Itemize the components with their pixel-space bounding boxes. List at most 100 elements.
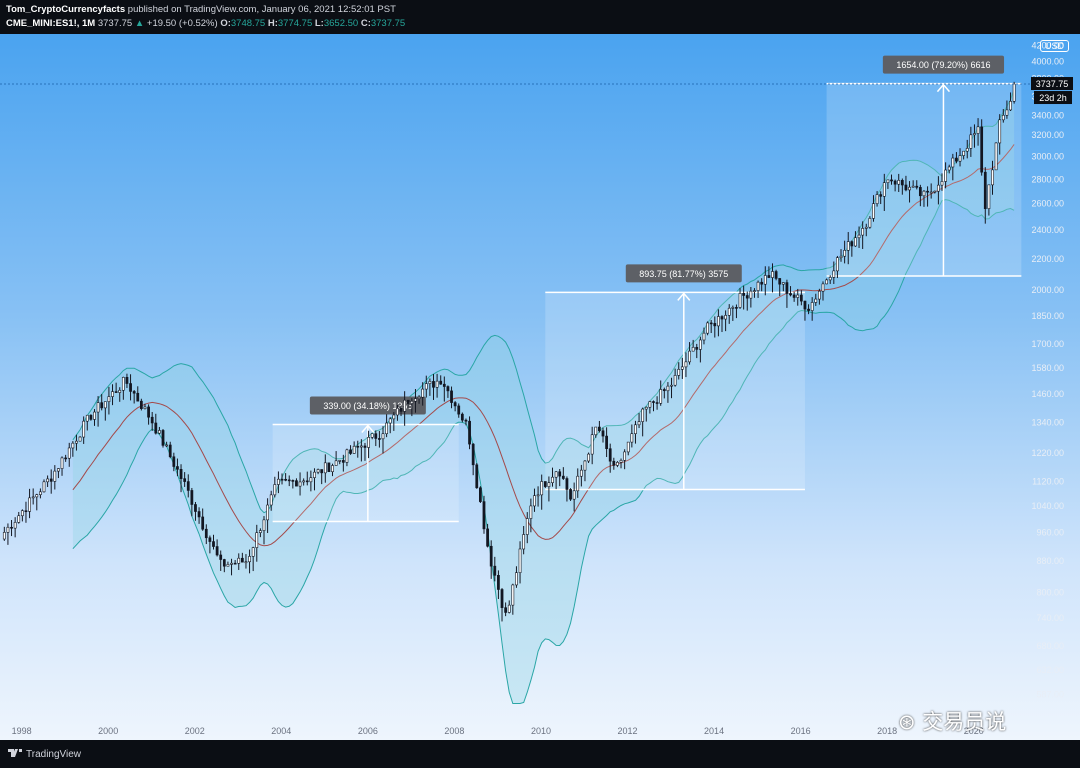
- candle-body: [843, 250, 847, 257]
- candle-body: [846, 241, 850, 251]
- candle-body: [323, 462, 327, 474]
- last-price-label: 3737.75: [1036, 79, 1069, 89]
- candle-body: [554, 471, 558, 478]
- candle-body: [879, 194, 883, 197]
- author-name[interactable]: Tom_CryptoCurrencyfacts: [6, 4, 126, 15]
- candle-body: [406, 399, 410, 404]
- high-value: 3774.75: [277, 18, 313, 29]
- candle-body: [82, 420, 86, 438]
- candle-body: [918, 187, 922, 197]
- candle-body: [39, 491, 42, 495]
- candle-body: [143, 406, 147, 409]
- candle-body: [799, 294, 803, 302]
- candle-body: [619, 459, 623, 463]
- measure-label: 1654.00 (79.20%) 6616: [896, 60, 990, 70]
- candle-body: [370, 433, 374, 438]
- candle-body: [150, 416, 154, 424]
- candle-body: [464, 419, 468, 422]
- candle-body: [594, 426, 598, 436]
- axes: 587.00 632.00 680.00 740.00 800.00 880.00 960.…: [0, 41, 1073, 736]
- candle-body: [525, 518, 529, 535]
- candle-body: [453, 402, 457, 407]
- measure-box: [545, 292, 805, 490]
- y-tick-label: 3000.00: [1031, 152, 1064, 162]
- candle-body: [893, 180, 897, 185]
- close-label: C:: [360, 18, 371, 29]
- candle-body: [446, 386, 450, 392]
- candle-body: [176, 466, 179, 470]
- measure-label-box: [882, 55, 1005, 74]
- last-price: 3737.75: [97, 18, 133, 29]
- y-tick-label: 2200.00: [1031, 254, 1064, 264]
- currency-label[interactable]: USD: [1040, 40, 1070, 52]
- y-tick-label: 2400.00: [1031, 225, 1064, 235]
- candle-body: [576, 475, 580, 492]
- price-chart[interactable]: 339.00 (34.18%) 1356 893.75 (81.77%) 3575…: [0, 34, 1080, 740]
- candle-body: [118, 389, 122, 393]
- candle-body: [612, 460, 616, 466]
- candle-body: [410, 400, 414, 404]
- candle-body: [71, 442, 75, 449]
- candle-body: [543, 481, 547, 487]
- price-change: +19.50 (+0.52%): [146, 18, 218, 29]
- candle-body: [46, 478, 49, 483]
- y-tick-label: 1700.00: [1031, 339, 1064, 349]
- candle-body: [295, 480, 298, 487]
- candle-body: [1009, 101, 1012, 111]
- candle-body: [75, 440, 78, 444]
- candle-body: [186, 481, 190, 491]
- candle-body: [745, 295, 749, 299]
- candle-body: [442, 383, 446, 387]
- candle-body: [969, 134, 973, 149]
- y-tick-label: 1580.00: [1031, 363, 1064, 373]
- candle-body: [850, 241, 854, 247]
- candle-body: [190, 490, 194, 505]
- candle-body: [803, 300, 807, 310]
- x-tick-label: 2020: [964, 726, 984, 736]
- candle-body: [749, 290, 753, 299]
- candle-body: [482, 501, 486, 530]
- x-tick-label: 1998: [12, 726, 32, 736]
- candle-body: [839, 255, 843, 258]
- candle-body: [955, 157, 958, 162]
- candle-body: [951, 157, 955, 168]
- candle-body: [255, 532, 259, 548]
- x-tick-label: 2016: [791, 726, 811, 736]
- candle-body: [937, 184, 940, 192]
- measurements: 339.00 (34.18%) 1356 893.75 (81.77%) 3575…: [272, 55, 1022, 523]
- candle-body: [908, 186, 911, 191]
- candle-body: [388, 418, 392, 424]
- candle-body: [230, 562, 233, 565]
- candle-body: [259, 530, 262, 533]
- candle-body: [417, 396, 421, 399]
- candle-body: [49, 478, 53, 482]
- candle-body: [976, 126, 980, 134]
- candle-body: [507, 604, 511, 613]
- candle-body: [305, 480, 309, 483]
- candle-body: [96, 402, 100, 413]
- candle-body: [944, 169, 947, 182]
- candle-body: [57, 468, 60, 472]
- candle-body: [828, 277, 832, 281]
- candle-body: [771, 271, 774, 278]
- candle-body: [64, 457, 68, 460]
- candle-body: [872, 203, 875, 219]
- candle-body: [67, 447, 71, 459]
- candle-body: [269, 494, 273, 506]
- candle-body: [583, 460, 587, 471]
- candle-body: [926, 190, 929, 193]
- candle-body: [987, 184, 991, 209]
- candle-body: [616, 462, 619, 466]
- chart-area[interactable]: 339.00 (34.18%) 1356 893.75 (81.77%) 3575…: [0, 34, 1080, 740]
- candle-body: [262, 519, 266, 531]
- tradingview-brand[interactable]: TradingView: [8, 747, 81, 760]
- candle-body: [327, 462, 331, 473]
- x-tick-label: 2002: [185, 726, 205, 736]
- y-tick-label: 800.00: [1036, 587, 1064, 597]
- candle-body: [439, 380, 443, 385]
- candle-body: [515, 572, 518, 586]
- y-tick-label: 3200.00: [1031, 130, 1064, 140]
- candle-body: [994, 142, 998, 171]
- symbol-label[interactable]: CME_MINI:ES1!, 1M: [6, 18, 96, 29]
- candle-body: [680, 366, 684, 370]
